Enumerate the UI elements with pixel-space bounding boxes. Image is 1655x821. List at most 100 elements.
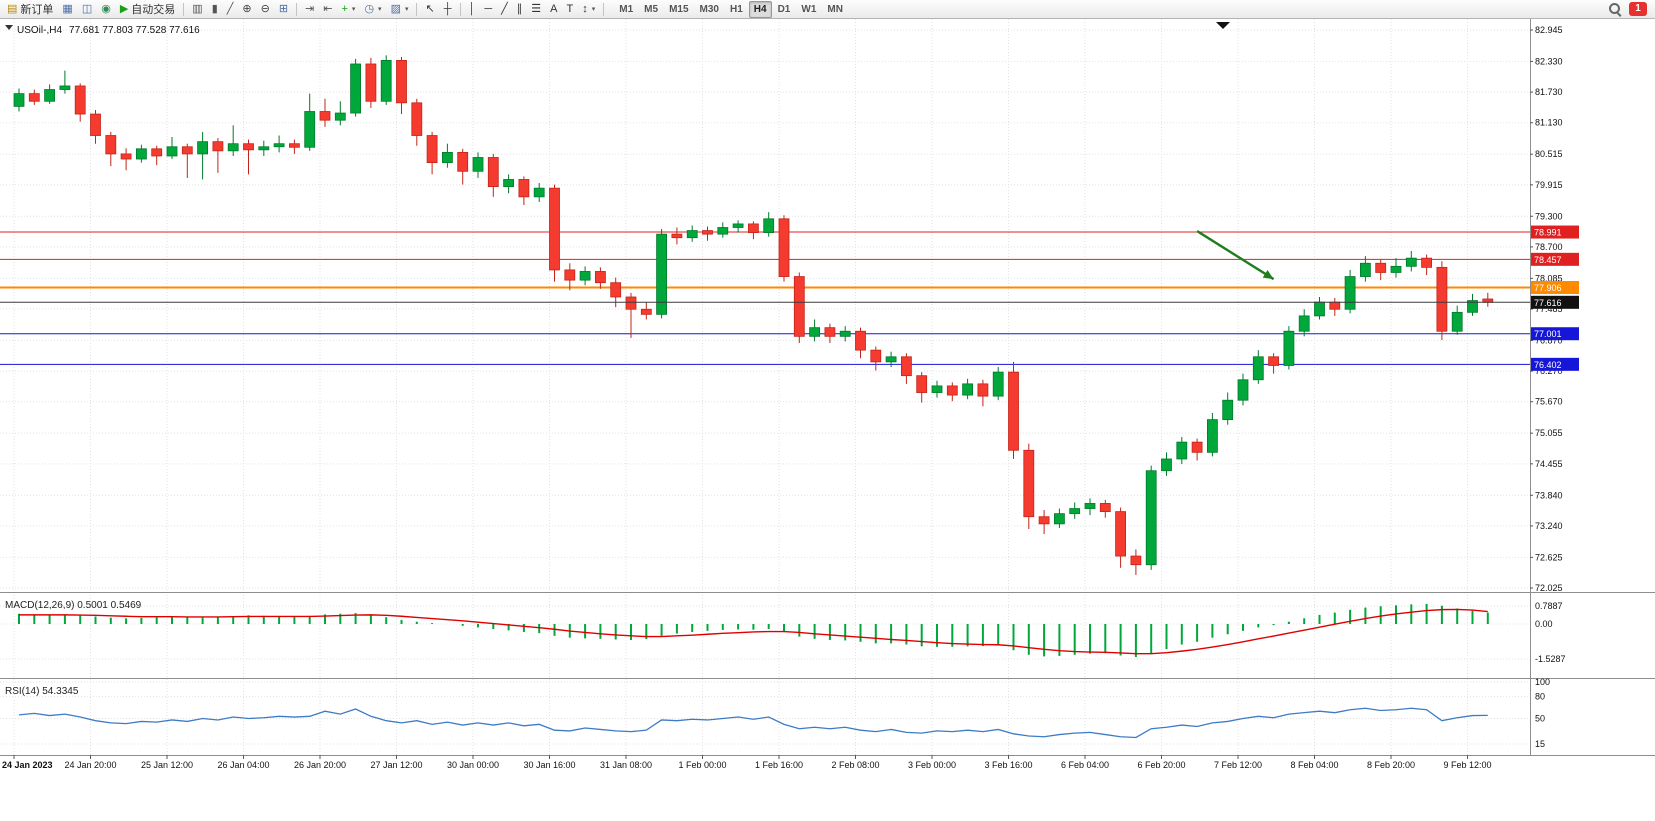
price-tag-77.906 — [1531, 280, 1579, 294]
svg-text:8 Feb 04:00: 8 Feb 04:00 — [1290, 760, 1338, 770]
svg-text:79.300: 79.300 — [1535, 211, 1563, 221]
cursor-button[interactable]: ↖ — [421, 0, 438, 18]
macd-signal-line — [19, 608, 1488, 655]
zoom-out-button[interactable]: ⊖ — [257, 0, 274, 18]
community-button[interactable]: ◉ — [97, 0, 115, 18]
candlestick-chart-type-icon: ▮ — [211, 2, 218, 15]
svg-text:15: 15 — [1535, 739, 1545, 749]
chart-canvas[interactable]: 82.945 82.330 81.730 81.130 80.515 79.915 79.3… — [0, 19, 1655, 821]
toolbar-separator — [183, 2, 185, 16]
timeframe-h1-button[interactable]: H1 — [729, 3, 743, 15]
svg-text:76.270: 76.270 — [1535, 366, 1563, 376]
toolbar-separator — [603, 2, 605, 16]
bar-chart-type-icon: ▥ — [192, 2, 203, 15]
chart-area[interactable]: 82.945 82.330 81.730 81.130 80.515 79.915 79.3… — [0, 19, 1655, 821]
svg-text:72.025: 72.025 — [1535, 583, 1563, 593]
timeframe-m30-button[interactable]: M30 — [699, 3, 719, 15]
timeframe-m5-button[interactable]: M5 — [644, 3, 659, 15]
svg-text:30 Jan 16:00: 30 Jan 16:00 — [523, 760, 575, 770]
line-chart-type-icon: ╱ — [226, 2, 234, 15]
svg-text:3 Feb 00:00: 3 Feb 00:00 — [908, 760, 956, 770]
svg-text:77.616: 77.616 — [1534, 298, 1562, 308]
horizontal-line-button[interactable]: ─ — [480, 0, 496, 18]
svg-text:8 Feb 20:00: 8 Feb 20:00 — [1367, 760, 1415, 770]
crosshair-button[interactable]: ┼ — [440, 0, 456, 18]
dropdown-caret-icon: ▾ — [378, 6, 382, 13]
periods-icon: ◷ — [364, 2, 375, 15]
toolbar-separator — [459, 2, 461, 16]
toolbar-right: 1 — [1609, 2, 1652, 16]
notification-badge[interactable]: 1 — [1629, 2, 1647, 16]
svg-text:31 Jan 08:00: 31 Jan 08:00 — [600, 760, 652, 770]
label-icon: T — [566, 2, 574, 15]
dropdown-caret-icon: ▾ — [404, 6, 409, 13]
search-icon[interactable] — [1609, 2, 1622, 16]
svg-text:24 Jan 20:00: 24 Jan 20:00 — [64, 760, 116, 770]
periods-button[interactable]: ◷ ▾ — [360, 0, 385, 18]
svg-text:0.00: 0.00 — [1535, 619, 1553, 629]
svg-text:6 Feb 04:00: 6 Feb 04:00 — [1061, 760, 1109, 770]
new-order-button[interactable]: ▤ 新订单 — [3, 0, 57, 18]
svg-text:73.840: 73.840 — [1535, 490, 1563, 500]
new-order-icon: ▤ — [7, 2, 18, 15]
timeframe-m15-button[interactable]: M15 — [669, 3, 689, 15]
chart-shift-marker-icon[interactable] — [1216, 22, 1230, 29]
tile-windows-button[interactable]: ⊞ — [275, 0, 292, 18]
svg-text:78.085: 78.085 — [1535, 273, 1563, 283]
zoom-in-button[interactable]: ⊕ — [238, 0, 255, 18]
candles — [13, 55, 1494, 575]
templates-icon: ▨ — [390, 2, 401, 15]
price-tag-78.991 — [1531, 225, 1579, 239]
indicators-button[interactable]: + ▾ — [337, 0, 359, 18]
timeframe-w1-button[interactable]: W1 — [801, 3, 817, 15]
svg-text:3 Feb 16:00: 3 Feb 16:00 — [984, 760, 1032, 770]
crosshair-icon: ┼ — [443, 2, 452, 15]
svg-text:2 Feb 08:00: 2 Feb 08:00 — [831, 760, 879, 770]
vertical-line-button[interactable]: │ — [465, 0, 480, 18]
timeframe-mn-button[interactable]: MN — [827, 3, 843, 15]
candlestick-chart-type-button[interactable]: ▮ — [208, 0, 222, 18]
arrows-button[interactable]: ↕ ▾ — [578, 0, 599, 18]
text-button[interactable]: A — [546, 0, 561, 18]
svg-text:81.730: 81.730 — [1535, 87, 1563, 97]
label-button[interactable]: T — [563, 0, 578, 18]
time-axis[interactable]: 24 Jan 2023 24 Jan 20:00 25 Jan 12:00 26 Ja… — [2, 755, 1492, 770]
svg-text:75.670: 75.670 — [1535, 397, 1563, 407]
channel-icon: ∥ — [516, 2, 523, 15]
trendline-icon: ╱ — [501, 2, 508, 15]
svg-text:74.455: 74.455 — [1535, 459, 1563, 469]
trendline-button[interactable]: ╱ — [497, 0, 512, 18]
channel-button[interactable]: ∥ — [513, 0, 527, 18]
templates-button[interactable]: ▨ ▾ — [387, 0, 413, 18]
profiles-button[interactable]: ◫ — [78, 0, 96, 18]
indicators-icon: + — [341, 2, 348, 15]
line-chart-type-button[interactable]: ╱ — [223, 0, 238, 18]
auto-scroll-icon: ⇥ — [305, 2, 315, 15]
svg-text:24 Jan 2023: 24 Jan 2023 — [2, 760, 53, 770]
symbol-dropdown-icon[interactable] — [5, 25, 13, 30]
svg-text:82.330: 82.330 — [1535, 56, 1563, 66]
timeframe-m1-button[interactable]: M1 — [619, 3, 634, 15]
autotrading-button[interactable]: ▶ 自动交易 — [116, 0, 179, 18]
autotrading-icon: ▶ — [119, 2, 129, 15]
timeframe-h4-button[interactable]: H4 — [748, 0, 772, 18]
toolbar-separator — [416, 2, 418, 16]
chart-shift-button[interactable]: ⇤ — [319, 0, 336, 18]
price-tag-77.001 — [1531, 327, 1579, 341]
rsi-pane — [18, 707, 1488, 739]
timeframe-d1-button[interactable]: D1 — [777, 3, 791, 15]
price-tag-78.457 — [1531, 252, 1579, 266]
trend-arrow[interactable] — [1196, 230, 1275, 281]
fibonacci-button[interactable]: ☰ — [527, 0, 545, 18]
auto-scroll-button[interactable]: ⇥ — [301, 0, 318, 18]
svg-text:77.001: 77.001 — [1534, 329, 1562, 339]
svg-text:50: 50 — [1535, 714, 1545, 724]
svg-text:7 Feb 12:00: 7 Feb 12:00 — [1214, 760, 1262, 770]
bar-chart-type-button[interactable]: ▥ — [188, 0, 206, 18]
price-axis[interactable]: 82.945 82.330 81.730 81.130 80.515 79.915 79.3… — [1530, 25, 1579, 749]
charts-window-button[interactable]: ▦ — [58, 0, 76, 18]
svg-text:1 Feb 00:00: 1 Feb 00:00 — [678, 760, 726, 770]
svg-text:79.915: 79.915 — [1535, 180, 1563, 190]
rsi-line — [18, 707, 1488, 739]
svg-text:77.485: 77.485 — [1535, 304, 1563, 314]
